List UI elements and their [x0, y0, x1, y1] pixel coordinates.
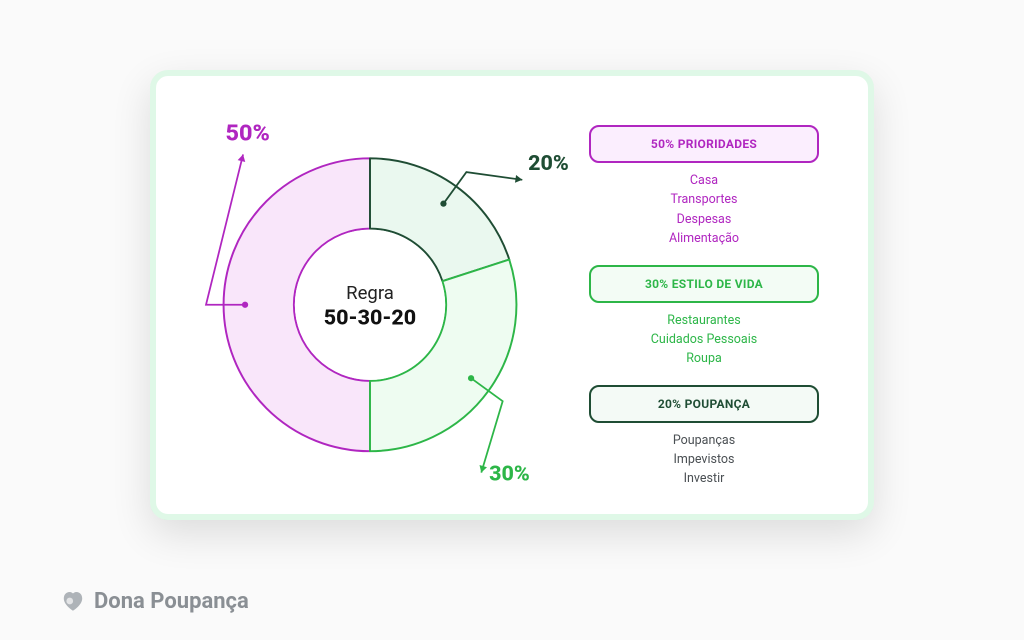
callout-label-savings: 20%	[528, 151, 569, 176]
legend-item: Impevistos	[589, 450, 819, 469]
chart-center-label-top: Regra	[346, 282, 394, 304]
legend-item: Alimentação	[589, 229, 819, 248]
legend-block-lifestyle: 30% ESTILO DE VIDA RestaurantesCuidados P…	[589, 265, 819, 369]
donut-svg: 50% 20% 30% Regra 50-30-20	[170, 90, 570, 500]
brand-name: Dona Poupança	[94, 589, 249, 614]
legend-item: Poupanças	[589, 431, 819, 450]
legend-title-lifestyle: 30% ESTILO DE VIDA	[589, 265, 819, 303]
brand-heart-icon	[60, 588, 86, 614]
legend-title-savings: 20% POUPANÇA	[589, 385, 819, 423]
legend-item: Cuidados Pessoais	[589, 330, 819, 349]
legend-item: Investir	[589, 469, 819, 488]
legend-block-savings: 20% POUPANÇA PoupançasImpevistosInvestir	[589, 385, 819, 489]
legend-items-savings: PoupançasImpevistosInvestir	[589, 431, 819, 489]
callout-label-priorities: 50%	[226, 119, 270, 147]
legend: 50% PRIORIDADES CasaTransportesDespesasAl…	[589, 125, 819, 489]
callout-label-lifestyle: 30%	[489, 461, 530, 486]
legend-block-priorities: 50% PRIORIDADES CasaTransportesDespesasAl…	[589, 125, 819, 249]
stage: 50% 20% 30% Regra 50-30-20 50% PRIORIDADES…	[0, 0, 1024, 640]
legend-title-priorities: 50% PRIORIDADES	[589, 125, 819, 163]
legend-item: Casa	[589, 171, 819, 190]
brand-watermark: Dona Poupança	[60, 588, 249, 614]
chart-center-label-bottom: 50-30-20	[324, 305, 416, 330]
legend-items-priorities: CasaTransportesDespesasAlimentação	[589, 171, 819, 249]
donut-chart: 50% 20% 30% Regra 50-30-20	[170, 90, 570, 500]
legend-item: Roupa	[589, 349, 819, 368]
legend-item: Despesas	[589, 210, 819, 229]
infographic-card: 50% 20% 30% Regra 50-30-20 50% PRIORIDADES…	[150, 70, 874, 520]
legend-item: Transportes	[589, 190, 819, 209]
legend-items-lifestyle: RestaurantesCuidados PessoaisRoupa	[589, 311, 819, 369]
legend-item: Restaurantes	[589, 311, 819, 330]
